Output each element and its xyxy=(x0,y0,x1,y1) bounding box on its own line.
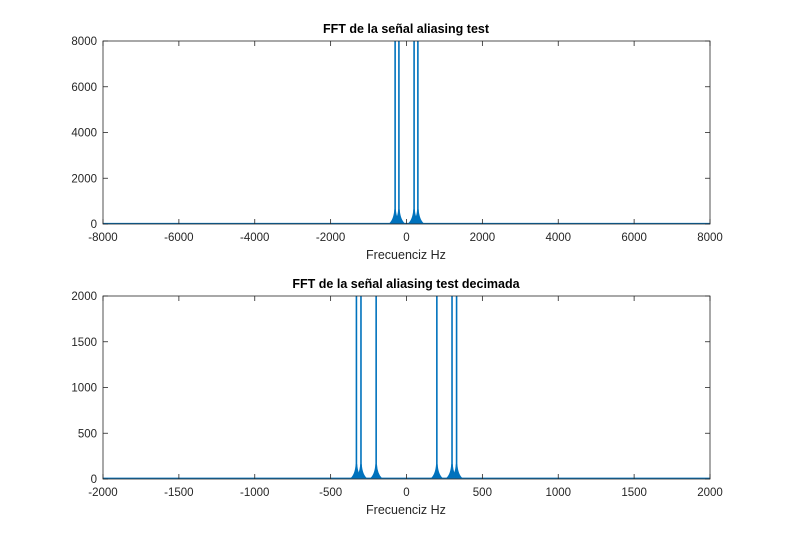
subplot-1-series xyxy=(103,41,710,225)
subplot-2-ytick-label: 2000 xyxy=(71,291,97,303)
subplot-2-axes: -2000 -1500 -1000 -500 0 500 1000 1500 2000 0 500 1… xyxy=(71,291,722,499)
subplot-2-xtick-label: -2000 xyxy=(88,487,117,499)
subplot-2-xtick-label: -500 xyxy=(319,487,342,499)
subplot-1-ytick-label: 0 xyxy=(91,219,97,231)
subplot-1-xtick-label: 0 xyxy=(403,232,409,244)
subplot-2-xtick-label: 500 xyxy=(473,487,492,499)
subplot-1-ytick-label: 6000 xyxy=(71,82,97,94)
subplot-1: FFT de la señal aliasing test -8000 -6000… xyxy=(71,22,722,262)
subplot-2-xtick-label: 1000 xyxy=(545,487,571,499)
subplot-2-xlabel: Frecuenciz Hz xyxy=(366,503,446,517)
subplot-2-series xyxy=(103,296,710,479)
subplot-1-xtick-label: 2000 xyxy=(470,232,496,244)
subplot-2-plot-area xyxy=(103,296,710,479)
subplot-1-ytick-label: 4000 xyxy=(71,128,97,140)
subplot-1-xtick-label: 8000 xyxy=(697,232,723,244)
subplot-1-xtick-label: -6000 xyxy=(164,232,193,244)
subplot-2: FFT de la señal aliasing test decimada -… xyxy=(71,277,722,517)
subplot-2-xtick-label: -1000 xyxy=(240,487,269,499)
subplot-1-axes: -8000 -6000 -4000 -2000 0 2000 4000 6000 8000 0 20… xyxy=(71,36,722,244)
subplot-1-xtick-label: 4000 xyxy=(545,232,571,244)
subplot-2-xtick-label: 2000 xyxy=(697,487,723,499)
subplot-1-plot-area xyxy=(103,41,710,224)
subplot-2-ytick-label: 1000 xyxy=(71,383,97,395)
subplot-1-xtick-label: -8000 xyxy=(88,232,117,244)
subplot-1-xtick-label: -2000 xyxy=(316,232,345,244)
subplot-2-xtick-label: 1500 xyxy=(621,487,647,499)
subplot-2-title: FFT de la señal aliasing test decimada xyxy=(292,277,520,291)
subplot-1-xtick-label: -4000 xyxy=(240,232,269,244)
subplot-2-xtick-label: 0 xyxy=(403,487,409,499)
subplot-2-xtick-label: -1500 xyxy=(164,487,193,499)
subplot-1-xlabel: Frecuenciz Hz xyxy=(366,248,446,262)
subplot-1-xtick-label: 6000 xyxy=(621,232,647,244)
subplot-1-ytick-label: 2000 xyxy=(71,173,97,185)
subplot-2-ytick-label: 0 xyxy=(91,474,97,486)
subplot-1-ytick-label: 8000 xyxy=(71,36,97,48)
subplot-1-title: FFT de la señal aliasing test xyxy=(323,22,490,36)
subplot-2-ytick-label: 500 xyxy=(78,428,97,440)
subplot-2-ytick-label: 1500 xyxy=(71,337,97,349)
